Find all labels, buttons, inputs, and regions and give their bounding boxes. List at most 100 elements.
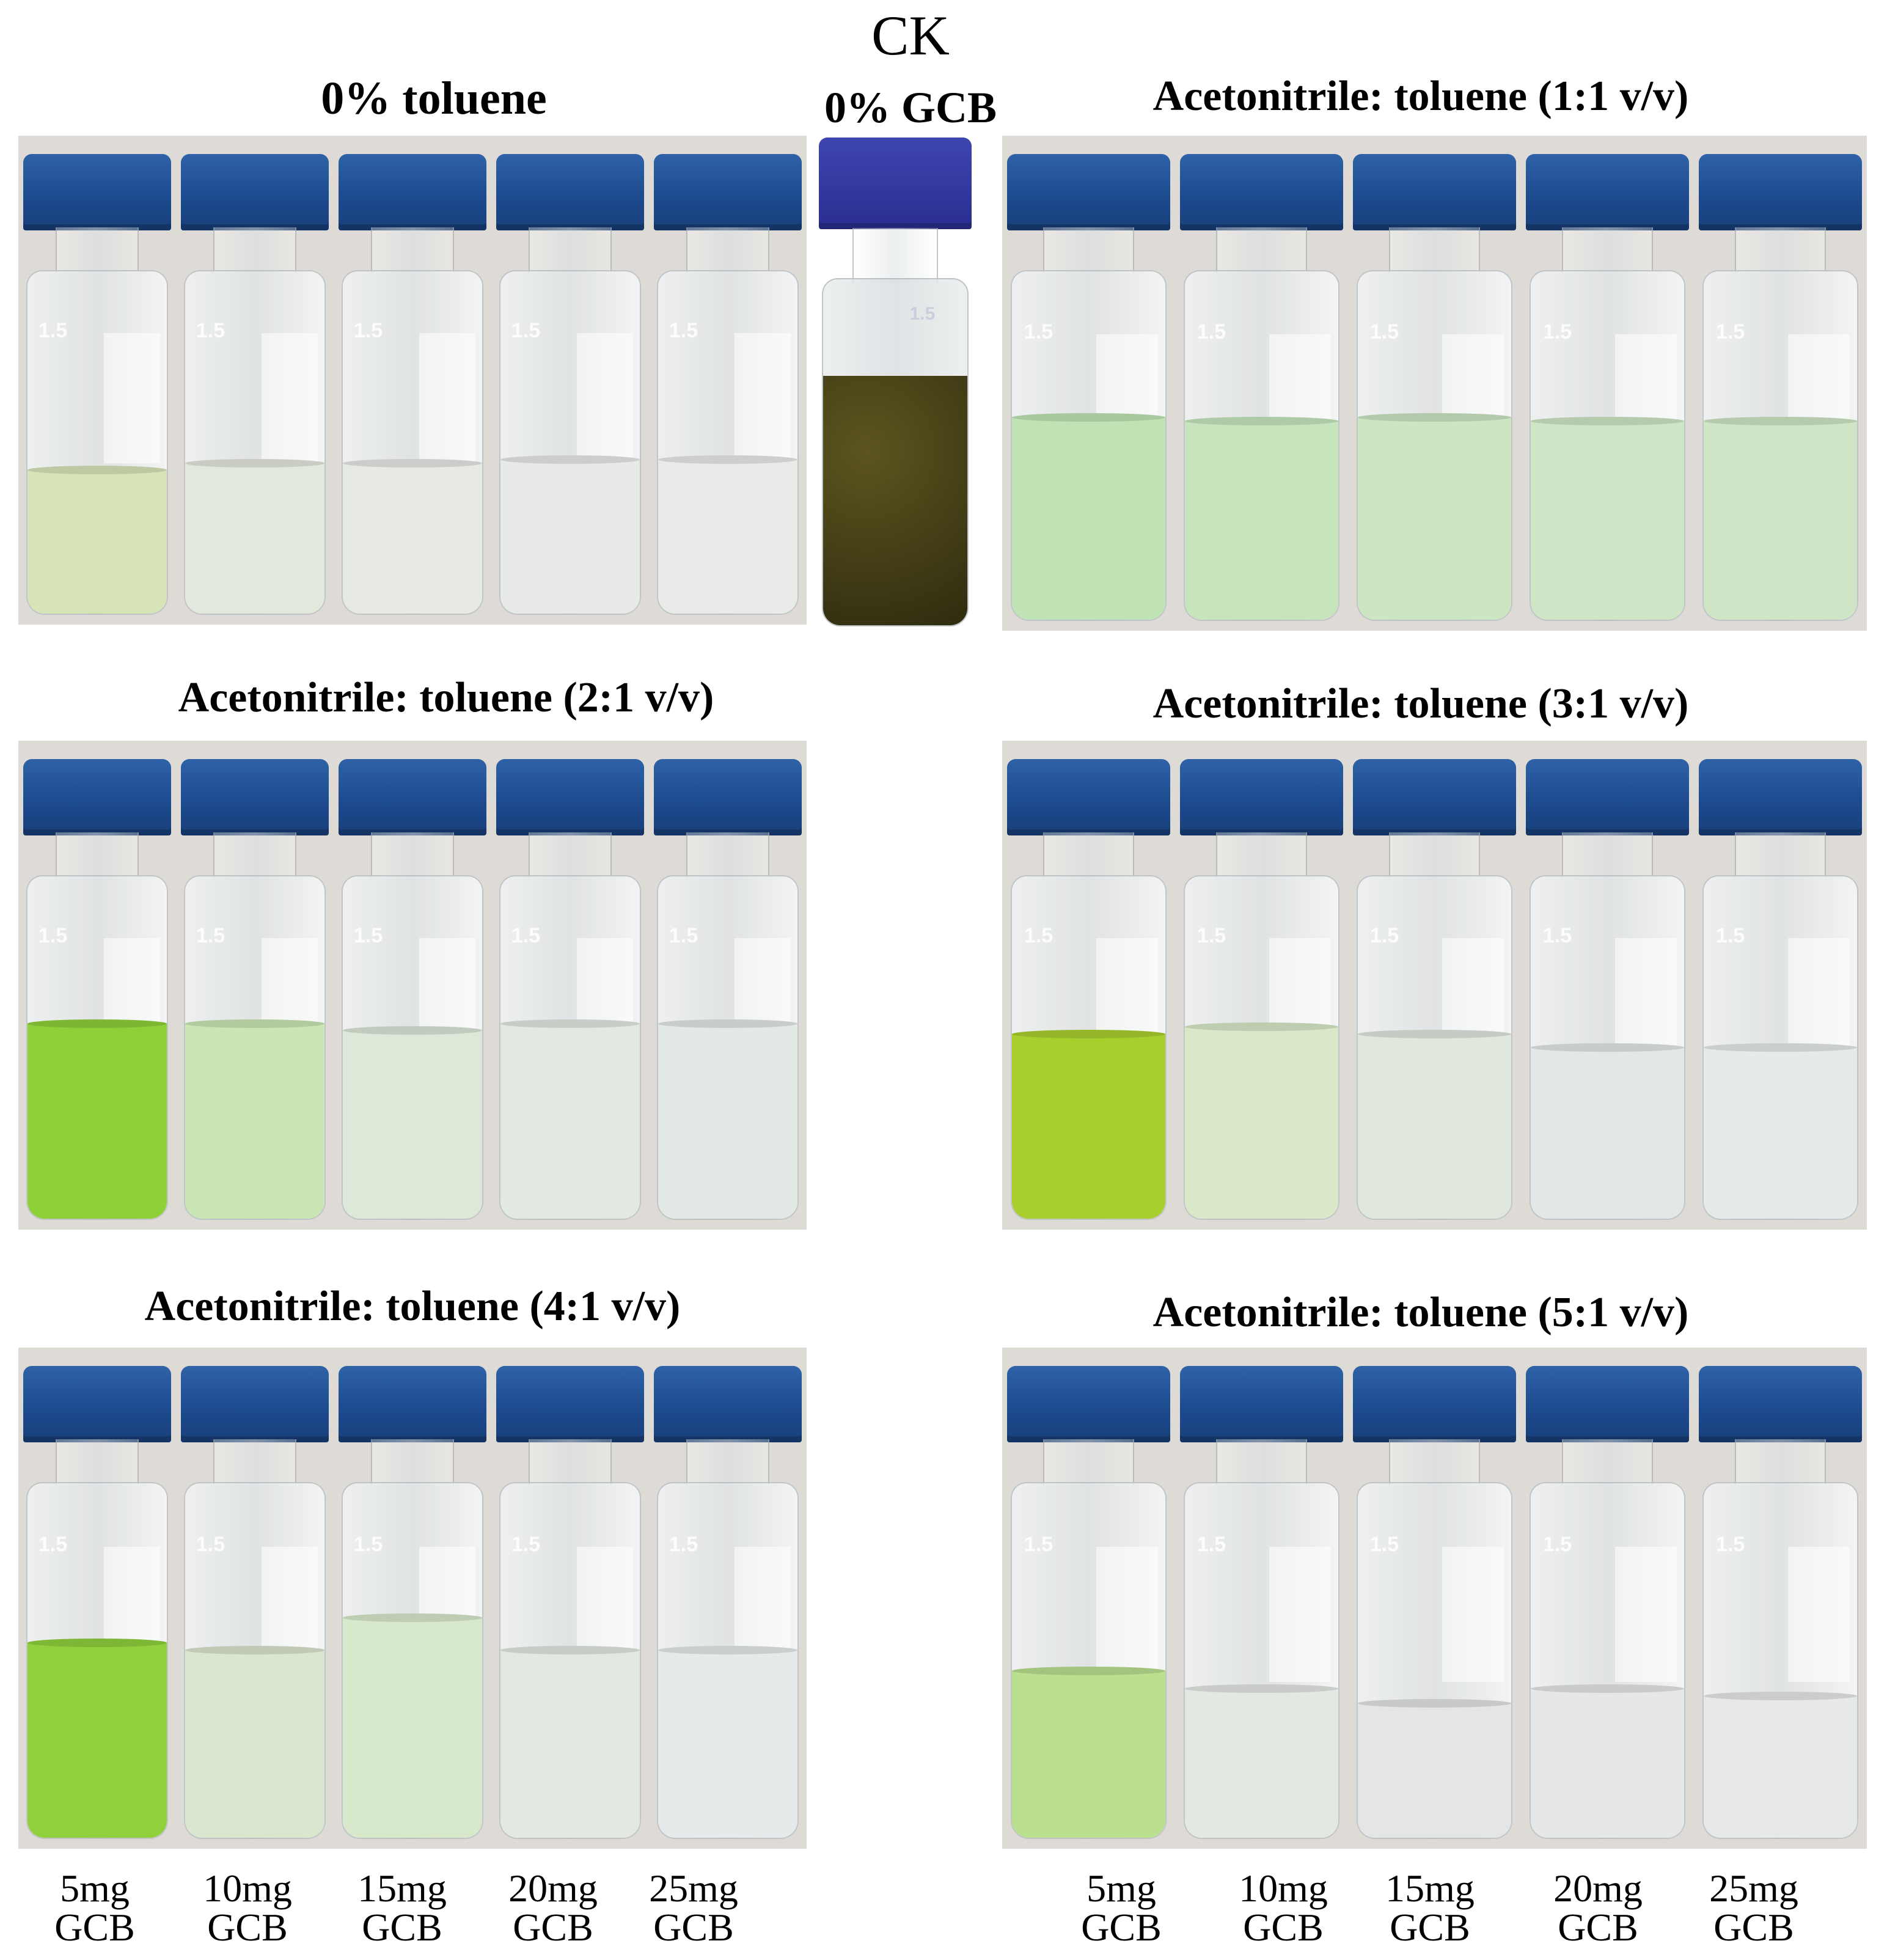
vial-meniscus (185, 458, 325, 468)
panel-1-title: 0% toluene (321, 73, 547, 124)
vial-cap (1526, 759, 1689, 835)
vial-neck (1389, 832, 1480, 878)
vial-body: 1.5 (26, 875, 169, 1220)
vial-cap (653, 154, 802, 230)
vial-neck (56, 1439, 139, 1485)
vial-cap (1353, 154, 1516, 230)
vial-label-sticker (262, 332, 318, 463)
vial-neck (1735, 832, 1826, 878)
vial-graduation-1-5: 1.5 (1715, 320, 1745, 343)
vial-p1-3: 1.5 (338, 154, 487, 615)
vial-body: 1.5 (1529, 875, 1686, 1220)
vial-neck (1735, 1439, 1826, 1485)
x-label-25mg-left: 25mg GCB (649, 1866, 738, 1949)
vial-p3-2: 1.5 (180, 759, 329, 1220)
vial-graduation-1-5: 1.5 (511, 924, 541, 948)
vial-meniscus (1011, 1029, 1166, 1038)
panel-6-title: Acetonitrile: toluene (5:1 v/v) (1152, 1289, 1689, 1336)
vial-graduation-1-5: 1.5 (669, 319, 698, 343)
vial-neck (371, 832, 454, 878)
vial-liquid (500, 1023, 640, 1219)
vial-body: 1.5 (26, 270, 169, 615)
vial-p1-5: 1.5 (653, 154, 802, 615)
vial-graduation-1-5: 1.5 (1024, 1533, 1053, 1557)
vial-cap (338, 759, 487, 835)
vial-meniscus (342, 1613, 483, 1623)
vial-graduation-1-5: 1.5 (669, 924, 698, 948)
x-label-5mg-left: 5mg GCB (54, 1866, 135, 1949)
vial-liquid (658, 1650, 798, 1838)
vial-graduation-1-5: 1.5 (1024, 924, 1053, 948)
vial-neck (529, 1439, 612, 1485)
vial-cap (496, 759, 645, 835)
vial-body: 1.5 (26, 1482, 169, 1839)
vial-neck (1562, 832, 1653, 878)
vial-graduation-1-5: 1.5 (353, 1533, 383, 1557)
vial-liquid (1357, 417, 1512, 620)
vial-neck (213, 227, 296, 273)
vial-photo-3to1: 1.5 1.5 1.5 1.5 1.5 (1002, 741, 1867, 1230)
vial-graduation-1-5: 1.5 (511, 1533, 541, 1557)
vial-liquid (1011, 1671, 1166, 1838)
vial-cap (1699, 1366, 1862, 1442)
vial-body: 1.5 (1356, 875, 1513, 1220)
vial-body: 1.5 (1010, 1482, 1167, 1839)
vial-meniscus (658, 1645, 798, 1654)
ck-vial: 1.5 (819, 138, 972, 626)
vial-graduation-1-5: 1.5 (1369, 320, 1399, 343)
vial-p4-1: 1.5 (1007, 759, 1170, 1220)
vial-cap (338, 154, 487, 230)
vial-p6-1: 1.5 (1007, 1366, 1170, 1839)
vial-body: 1.5 (1702, 875, 1859, 1220)
vial-neck (371, 1439, 454, 1485)
vial-body: 1.5 (1702, 270, 1859, 621)
vial-liquid (1530, 421, 1685, 620)
vial-graduation-1-5: 1.5 (38, 924, 68, 948)
vial-neck (1043, 1439, 1134, 1485)
vial-body: 1.5 (341, 1482, 484, 1839)
vial-meniscus (1184, 1022, 1339, 1032)
vial-p2-1: 1.5 (1007, 154, 1170, 621)
vial-liquid (500, 1650, 640, 1838)
vial-p3-1: 1.5 (23, 759, 172, 1220)
vial-meniscus (27, 1019, 167, 1028)
vial-liquid (27, 1643, 167, 1838)
vial-neck (1216, 227, 1307, 273)
vial-graduation-1-5: 1.5 (1369, 1533, 1399, 1557)
vial-body: 1.5 (1183, 270, 1340, 621)
vial-neck (1562, 227, 1653, 273)
vial-meniscus (1184, 1684, 1339, 1694)
vial-label-sticker (104, 332, 160, 463)
vial-p4-4: 1.5 (1526, 759, 1689, 1220)
vial-p4-2: 1.5 (1180, 759, 1343, 1220)
vial-label-sticker (1269, 1547, 1331, 1682)
panel-3-title: Acetonitrile: toluene (2:1 v/v) (178, 674, 714, 721)
vial-neck (1389, 1439, 1480, 1485)
vial-neck (529, 832, 612, 878)
vial-cap (1526, 154, 1689, 230)
panel-4-title: Acetonitrile: toluene (3:1 v/v) (1152, 680, 1689, 727)
vial-meniscus (185, 1645, 325, 1654)
vial-liquid (658, 460, 798, 614)
vial-p5-3: 1.5 (338, 1366, 487, 1839)
vial-photo-2to1: 1.5 1.5 1.5 1.5 1.5 (18, 741, 807, 1230)
vial-photo-0pct-toluene: 1.5 1.5 1.5 1.5 1.5 (18, 136, 807, 625)
vial-body: 1.5 (341, 875, 484, 1220)
vial-p6-3: 1.5 (1353, 1366, 1516, 1839)
vial-p1-1: 1.5 (23, 154, 172, 615)
vial-label-sticker (419, 332, 475, 463)
vial-cap (496, 154, 645, 230)
vial-meniscus (500, 1019, 640, 1028)
vial-liquid (658, 1023, 798, 1219)
vial-cap (1180, 154, 1343, 230)
vial-body: 1.5 (1356, 1482, 1513, 1839)
vial-meniscus (1703, 1043, 1858, 1052)
vial-p5-5: 1.5 (653, 1366, 802, 1839)
vial-cap (180, 154, 329, 230)
vial-graduation-1-5: 1.5 (38, 319, 68, 343)
vial-liquid (1703, 1048, 1858, 1219)
vial-liquid (1703, 421, 1858, 620)
ck-subtitle: 0% GCB (824, 83, 997, 132)
vial-graduation-1-5: 1.5 (196, 1533, 225, 1557)
vial-body: 1.5 (1183, 1482, 1340, 1839)
